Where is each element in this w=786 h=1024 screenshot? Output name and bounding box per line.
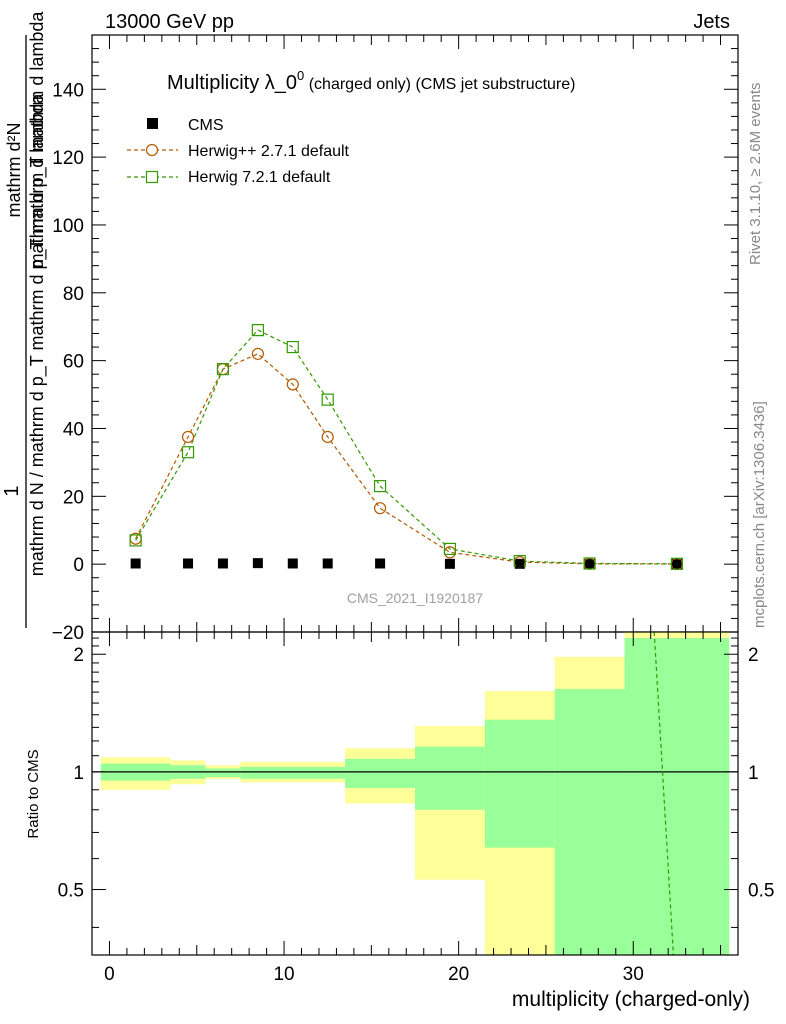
ratio-band-inner [205, 768, 241, 778]
y-label-prefix: 1 [1, 485, 23, 496]
x-tick-label: 30 [623, 964, 644, 985]
ratio-band-inner [345, 758, 415, 788]
herwig7-point [216, 363, 230, 376]
herwigpp-point [251, 347, 264, 360]
ratio-panel-frame [91, 631, 739, 956]
ratio-x-axis: 0 10 20 30 [104, 632, 722, 985]
y-label-numerator-extra: mathrm d p_T mathrm d lambda [27, 11, 48, 269]
legend-marker-herwig7 [145, 170, 159, 184]
herwigpp-point [181, 430, 195, 444]
cms-data-point-top [585, 559, 594, 568]
herwigpp-point [321, 430, 334, 444]
main-y-axis: −20 0 20 40 60 80 100 120 140 [52, 34, 738, 644]
rivet-label: Rivet 3.1.10, ≥ 2.6M events [747, 83, 764, 266]
herwig7-point [251, 324, 264, 337]
herwig7-point [129, 534, 142, 547]
ratio-y-tick-label-right: 2 [748, 645, 759, 666]
cms-data-point-top [253, 559, 262, 568]
cms-data-point-top [131, 559, 140, 568]
herwigpp-point [443, 546, 457, 559]
series-line-herwigpp [135, 353, 677, 565]
ratio-band-inner [554, 688, 625, 955]
ratio-y-axis: 0.5 0.5 1 1 2 2 [58, 637, 774, 928]
ratio-line-herwig7 [653, 631, 674, 956]
ratio-band-inner [240, 766, 346, 779]
cms-data-point-top [288, 559, 297, 568]
y-tick-label: 120 [52, 148, 84, 169]
ratio-panel: 0.5 0.5 1 1 2 2 0 10 20 30 Ratio to CMS multipli… [25, 631, 774, 1011]
x-tick-label: 0 [104, 964, 115, 985]
herwig7-point [443, 542, 457, 555]
main-series [129, 324, 683, 571]
cms-data-point-top [445, 559, 454, 568]
y-tick-label: 80 [63, 284, 84, 305]
y-tick-label: 20 [63, 487, 84, 508]
ratio-y-tick-label: 1 [73, 763, 84, 784]
chart-title-sup: 0 [297, 68, 304, 83]
legend-label-herwigpp: Herwig++ 2.7.1 default [188, 143, 350, 160]
cms-data-point-top [672, 559, 681, 568]
herwig7-point [286, 340, 299, 354]
herwigpp-point [373, 502, 387, 515]
ratio-band-inner [624, 638, 730, 955]
chart-title-main: Multiplicity λ_0 [167, 72, 297, 94]
ratio-y-tick-label-right: 1 [748, 763, 759, 784]
y-tick-label: 0 [73, 555, 84, 576]
ratio-y-tick-label-right: 0.5 [748, 881, 774, 902]
herwig7-point [321, 393, 334, 406]
y-label-numerator: mathrm d²N [4, 122, 24, 217]
y-tick-label: 40 [63, 419, 84, 440]
main-panel: −20 0 20 40 60 80 100 120 140 Multiplicity λ_00 … [1, 11, 739, 644]
cms-data-point-top [515, 559, 524, 568]
y-tick-label: 140 [52, 80, 84, 101]
y-tick-label: 100 [52, 216, 84, 237]
herwigpp-point [286, 378, 299, 391]
chart-title: Multiplicity λ_00 (charged only) (CMS je… [167, 68, 575, 94]
y-tick-label: −20 [52, 623, 84, 644]
process-label: Jets [693, 11, 730, 33]
main-x-axis-ticks [108, 35, 722, 632]
cms-data-point-top [323, 559, 332, 568]
herwig7-point [373, 480, 387, 493]
x-axis-label: multiplicity (charged-only) [512, 988, 750, 1011]
x-tick-label: 20 [448, 964, 469, 985]
legend-label-cms: CMS [188, 117, 224, 134]
herwig7-point [583, 557, 596, 570]
legend-label-herwig7: Herwig 7.2.1 default [188, 169, 331, 186]
analysis-watermark: CMS_2021_I1920187 [347, 590, 483, 606]
legend-marker-herwigpp [145, 143, 159, 157]
y-tick-label: 60 [63, 352, 84, 373]
ratio-y-tick-label: 2 [73, 645, 84, 666]
cms-data-point-top [218, 559, 227, 568]
ratio-y-tick-label: 0.5 [58, 881, 84, 902]
energy-label: 13000 GeV pp [105, 11, 234, 33]
x-tick-label: 10 [273, 964, 294, 985]
herwig7-point [670, 557, 683, 570]
herwig7-point [181, 446, 195, 459]
mcplots-label: mcplots.cern.ch [arXiv:1306.3436] [751, 401, 768, 628]
chart-title-tail: (charged only) (CMS jet substructure) [304, 76, 575, 93]
ratio-band-inner [415, 746, 485, 810]
ratio-band-inner [484, 719, 555, 848]
herwigpp-point [216, 363, 230, 376]
cms-data-point-top [184, 559, 193, 568]
series-line-herwig7 [135, 329, 677, 565]
legend-marker-cms [147, 118, 158, 129]
y-label-denominator: mathrm d N / mathrm d p_T mathrm d p_T m… [27, 93, 48, 576]
legend: CMS Herwig++ 2.7.1 default Herwig 7.2.1 … [127, 117, 350, 186]
cms-data-point-top [376, 559, 385, 568]
ratio-y-label: Ratio to CMS [25, 749, 42, 838]
ratio-bands [100, 632, 730, 955]
